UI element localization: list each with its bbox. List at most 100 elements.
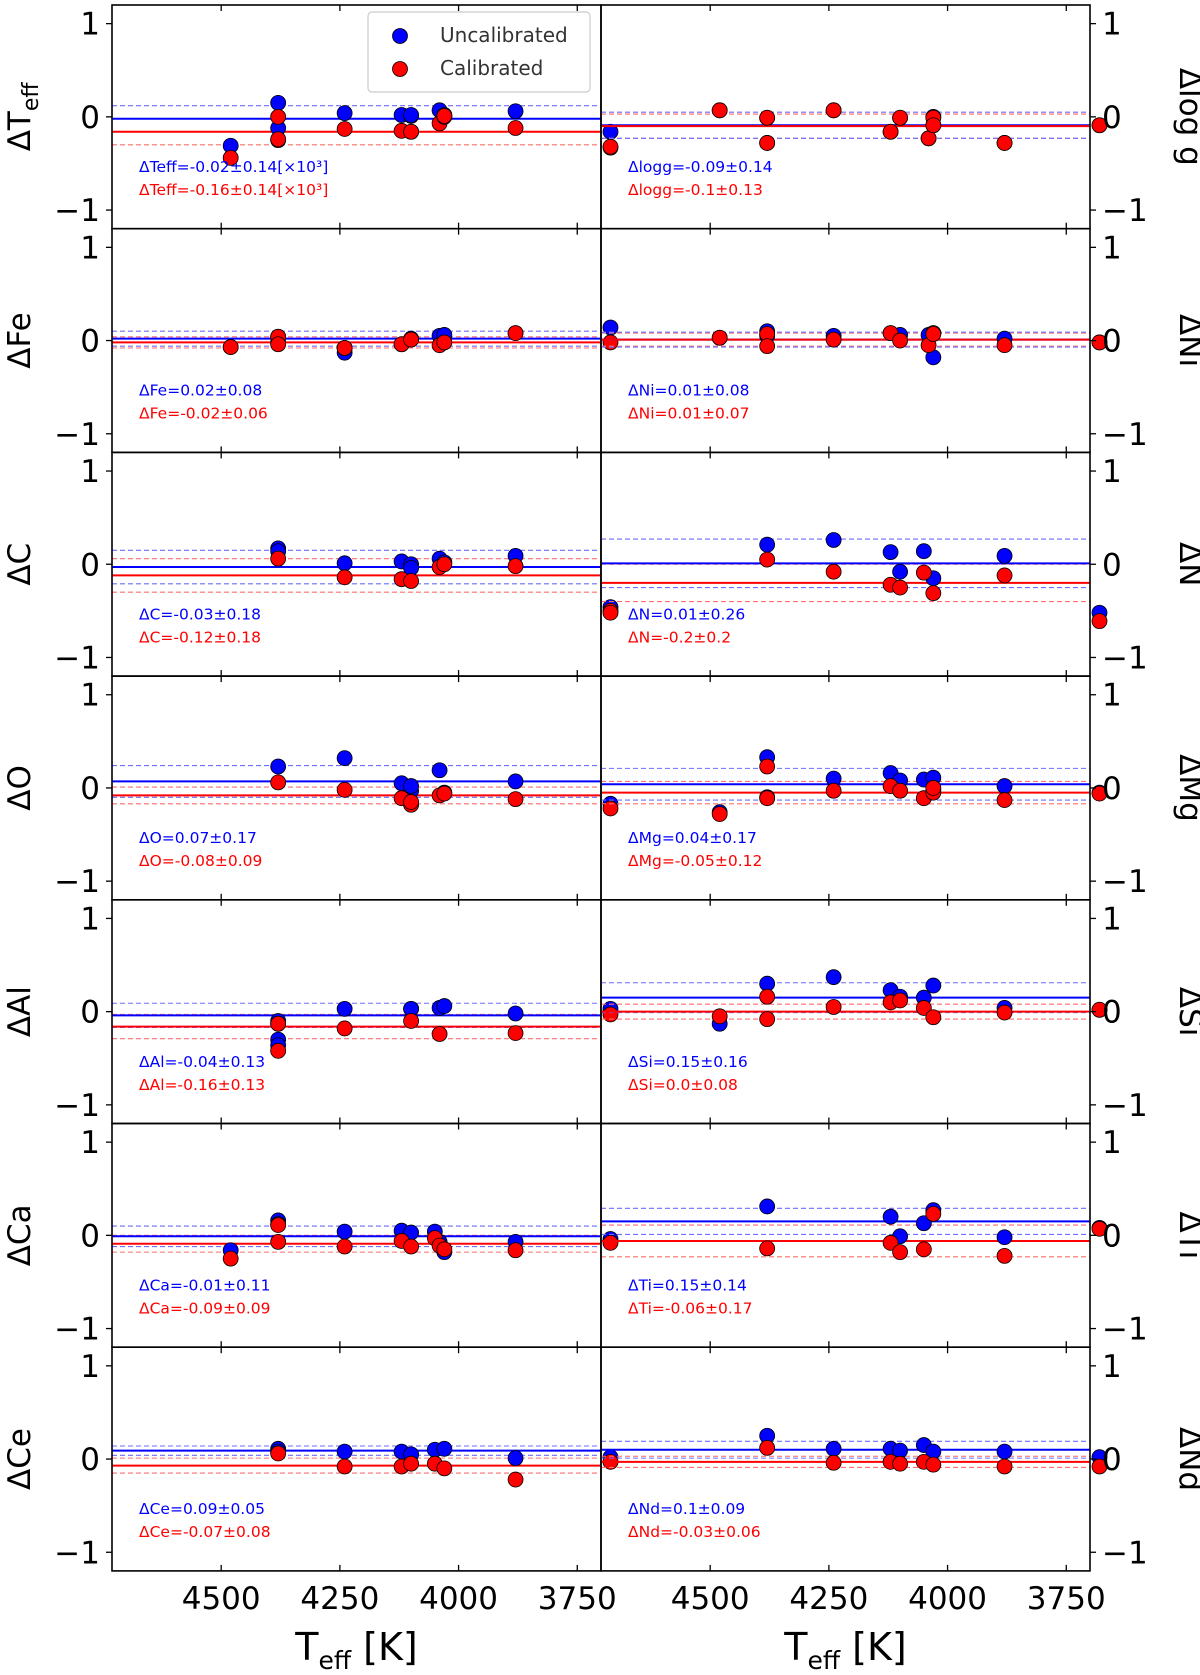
cal-point	[602, 1234, 619, 1251]
cal-point	[270, 774, 287, 791]
y-tick-label: 0	[80, 100, 100, 136]
panel-ca: 1 0 −1 ΔCa ΔCa=-0.01±0.11 ΔCa=-0.09±0.09	[2, 1122, 619, 1348]
cal-stat-text: Δlogg=-0.1±0.13	[628, 181, 763, 199]
cal-point	[270, 336, 287, 353]
cal-point	[1091, 334, 1108, 351]
uncal-stat-text: ΔSi=0.15±0.16	[628, 1053, 748, 1071]
uncal-stat-text: ΔCe=0.09±0.05	[139, 1500, 265, 1518]
y-tick-label: 1	[1102, 1349, 1122, 1385]
uncal-point	[825, 532, 842, 548]
y-tick-label: −1	[1102, 1312, 1148, 1348]
uncal-point	[882, 1208, 899, 1225]
cal-point	[222, 339, 239, 355]
uncal-point	[507, 1450, 524, 1467]
cal-point	[270, 108, 287, 125]
cal-point	[403, 1238, 419, 1255]
x-axis-label-unit: [K]	[840, 1625, 907, 1669]
x-axis-label: Teff [K]	[294, 1625, 417, 1675]
cal-stat-text: ΔN=-0.2±0.2	[628, 628, 731, 646]
uncal-point	[507, 773, 524, 790]
cal-point	[222, 149, 239, 166]
y-tick-label: −1	[54, 1312, 100, 1348]
cal-point	[403, 123, 419, 140]
panel-teff: 1 0 −1 ΔTeff ΔTeff=-0.02±0.14[×10³] ΔTeff=-0.…	[2, 4, 619, 230]
y-axis-label-main: ΔC	[2, 543, 38, 586]
cal-point	[996, 567, 1013, 584]
y-tick-label: −1	[54, 1535, 100, 1571]
cal-point	[436, 785, 453, 802]
cal-point	[270, 550, 287, 567]
x-tick-label: 3750	[538, 1581, 617, 1617]
uncal-stat-text: ΔNi=0.01±0.08	[628, 382, 750, 400]
cal-point	[825, 563, 842, 580]
x-tick-label: 4500	[671, 1581, 750, 1617]
uncal-point	[270, 758, 287, 775]
y-tick-label: 1	[1102, 7, 1122, 43]
uncal-point	[436, 998, 453, 1014]
cal-stat-text: ΔTi=-0.06±0.17	[628, 1300, 753, 1318]
y-axis-label: ΔN	[1172, 542, 1200, 586]
cal-point	[336, 340, 353, 356]
y-axis-label-sub: eff	[19, 82, 44, 112]
y-tick-label: 0	[80, 1218, 100, 1254]
cal-point	[759, 551, 776, 568]
x-axis-label-unit: [K]	[351, 1625, 418, 1669]
panel-fe: 1 0 −1 ΔFe ΔFe=0.02±0.08 ΔFe=-0.02±0.06	[2, 227, 619, 454]
cal-point	[996, 1458, 1013, 1475]
y-tick-label: 0	[1102, 1442, 1122, 1478]
y-tick-label: 1	[80, 7, 100, 43]
cal-point	[925, 1206, 942, 1222]
legend-uncal-label: Uncalibrated	[440, 23, 568, 47]
cal-stat-text: ΔMg=-0.05±0.12	[628, 852, 762, 870]
cal-stat-text: ΔCe=-0.07±0.08	[139, 1523, 271, 1541]
cal-point	[507, 558, 524, 575]
y-axis-label: ΔSi	[1172, 987, 1200, 1037]
y-axis-label: ΔFe	[2, 312, 38, 368]
cal-stat-text: ΔNi=0.01±0.07	[628, 405, 750, 423]
y-tick-label: 0	[80, 324, 100, 360]
y-tick-label: 0	[1102, 547, 1122, 583]
x-tick-label: 4000	[908, 1581, 987, 1617]
cal-point	[602, 334, 619, 351]
x-axis-label-main: T	[783, 1625, 808, 1669]
cal-point	[892, 332, 908, 349]
cal-point	[996, 1004, 1013, 1021]
uncal-stat-text: ΔFe=0.02±0.08	[139, 382, 262, 400]
legend: Uncalibrated Calibrated	[367, 11, 591, 93]
uncal-point	[431, 762, 448, 779]
cal-point	[507, 1471, 524, 1488]
uncal-stat-text: ΔN=0.01±0.26	[628, 605, 745, 623]
cal-point	[759, 790, 776, 807]
y-tick-label: 1	[80, 230, 100, 266]
cal-point	[270, 1042, 287, 1059]
y-tick-label: 0	[1102, 771, 1122, 807]
uncal-point	[925, 977, 942, 994]
panel-c: 1 0 −1 ΔC ΔC=-0.03±0.18 ΔC=-0.12±0.18	[2, 451, 619, 677]
y-tick-label: −1	[1102, 1088, 1148, 1124]
x-tick-label: 4000	[419, 1581, 498, 1617]
uncal-stat-text: ΔNd=0.1±0.09	[628, 1500, 745, 1518]
uncal-point	[892, 563, 908, 580]
y-tick-label: 0	[1102, 1218, 1122, 1254]
cal-point	[759, 1011, 776, 1028]
uncal-stat-text: ΔAl=-0.04±0.13	[139, 1053, 265, 1071]
uncal-point	[996, 1229, 1013, 1246]
cal-point	[892, 782, 908, 799]
cal-stat-text: ΔNd=-0.03±0.06	[628, 1523, 761, 1541]
cal-point	[507, 1242, 524, 1259]
cal-point	[507, 120, 524, 136]
y-tick-label: 1	[80, 454, 100, 490]
cal-point	[1091, 1001, 1108, 1018]
cal-point	[1091, 785, 1108, 802]
y-tick-label: −1	[1102, 640, 1148, 676]
cal-point	[507, 325, 524, 341]
cal-point	[825, 1454, 842, 1471]
uncal-point	[336, 105, 353, 122]
cal-point	[403, 1455, 419, 1472]
cal-point	[915, 1000, 932, 1016]
y-tick-label: 1	[1102, 678, 1122, 714]
cal-point	[925, 1456, 942, 1473]
legend-cal-marker	[392, 61, 408, 77]
panel-ti: 1 0 −1 ΔTi ΔTi=0.15±0.14 ΔTi=-0.06±0.17	[600, 1122, 1200, 1348]
uncal-point	[436, 1440, 453, 1457]
